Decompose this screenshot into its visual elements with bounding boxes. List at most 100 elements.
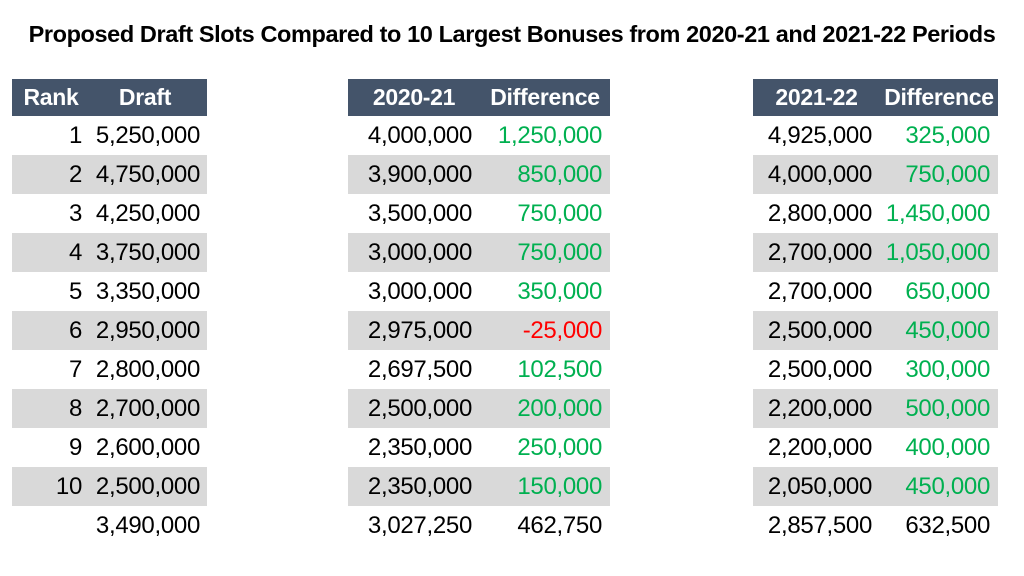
difference-cell: 150,000	[517, 472, 602, 500]
period1-table-header-row: 2020-21 Difference	[348, 79, 610, 116]
draft-column-header: Draft	[118, 84, 172, 110]
period1-column-header: 2020-21	[372, 84, 456, 110]
difference-average-cell: 462,750	[517, 511, 602, 539]
difference-cell: 1,050,000	[885, 238, 990, 266]
difference-cell: 750,000	[517, 238, 602, 266]
table-row: 3,000,000 350,000	[348, 272, 610, 311]
table-row: 9 2,600,000	[12, 428, 207, 467]
rank-cell: 1	[68, 121, 82, 149]
draft-value-cell: 2,950,000	[95, 316, 200, 344]
difference-cell: 450,000	[905, 472, 990, 500]
difference-cell: 300,000	[905, 355, 990, 383]
difference-cell: 1,450,000	[885, 199, 990, 227]
draft-value-cell: 4,250,000	[95, 199, 200, 227]
draft-value-cell: 2,800,000	[95, 355, 200, 383]
bonus-value-cell: 2,500,000	[767, 316, 872, 344]
draft-value-cell: 4,750,000	[95, 160, 200, 188]
bonus-value-cell: 3,000,000	[367, 277, 472, 305]
rank-cell: 6	[68, 316, 82, 344]
table-row: 2,697,500 102,500	[348, 350, 610, 389]
difference-cell: 750,000	[517, 199, 602, 227]
difference-cell: 102,500	[517, 355, 602, 383]
draft-value-cell: 3,750,000	[95, 238, 200, 266]
table-row: 2,700,000 650,000	[753, 272, 998, 311]
difference-cell: 500,000	[905, 394, 990, 422]
period-2021-22-table: 2021-22 Difference 4,925,000 325,000 4,0…	[753, 79, 998, 545]
table-row: 2,500,000 300,000	[753, 350, 998, 389]
table-row: 3,000,000 750,000	[348, 233, 610, 272]
table-row: 3 4,250,000	[12, 194, 207, 233]
table-row: 4,000,000 1,250,000	[348, 116, 610, 155]
bonus-value-cell: 2,200,000	[767, 394, 872, 422]
rank-cell: 10	[55, 472, 82, 500]
difference-cell: 1,250,000	[497, 121, 602, 149]
difference-cell: 325,000	[905, 121, 990, 149]
difference-cell: 450,000	[905, 316, 990, 344]
bonus-value-cell: 2,700,000	[767, 277, 872, 305]
table-row: 7 2,800,000	[12, 350, 207, 389]
bonus-value-cell: 3,000,000	[367, 238, 472, 266]
table-row: 2,500,000 450,000	[753, 311, 998, 350]
bonus-value-cell: 2,700,000	[767, 238, 872, 266]
rank-column-header: Rank	[23, 84, 79, 110]
difference-average-cell: 632,500	[905, 511, 990, 539]
period-2020-21-table: 2020-21 Difference 4,000,000 1,250,000 3…	[348, 79, 610, 545]
draft-table-header-row: Rank Draft	[12, 79, 207, 116]
bonus-value-cell: 4,000,000	[367, 121, 472, 149]
table-row: 5 3,350,000	[12, 272, 207, 311]
average-row: 3,490,000	[12, 506, 207, 545]
table-row: 8 2,700,000	[12, 389, 207, 428]
bonus-value-cell: 3,900,000	[367, 160, 472, 188]
table-row: 4 3,750,000	[12, 233, 207, 272]
difference-cell: 250,000	[517, 433, 602, 461]
table-row: 10 2,500,000	[12, 467, 207, 506]
bonus-value-cell: 4,925,000	[767, 121, 872, 149]
bonus-value-cell: 3,500,000	[367, 199, 472, 227]
difference-column-header: Difference	[490, 84, 600, 110]
difference-cell: 400,000	[905, 433, 990, 461]
table-row: 2,800,000 1,450,000	[753, 194, 998, 233]
bonus-value-cell: 2,800,000	[767, 199, 872, 227]
table-row: 2,975,000 -25,000	[348, 311, 610, 350]
average-row: 3,027,250 462,750	[348, 506, 610, 545]
rank-cell: 4	[68, 238, 82, 266]
table-row: 4,925,000 325,000	[753, 116, 998, 155]
period1-average-cell: 3,027,250	[367, 511, 472, 539]
difference-column-header: Difference	[884, 84, 994, 110]
rank-cell: 3	[68, 199, 82, 227]
table-row: 6 2,950,000	[12, 311, 207, 350]
draft-value-cell: 3,350,000	[95, 277, 200, 305]
average-row: 2,857,500 632,500	[753, 506, 998, 545]
bonus-value-cell: 2,500,000	[767, 355, 872, 383]
bonus-value-cell: 2,697,500	[367, 355, 472, 383]
rank-cell: 2	[68, 160, 82, 188]
bonus-value-cell: 4,000,000	[767, 160, 872, 188]
bonus-value-cell: 2,350,000	[367, 472, 472, 500]
rank-cell: 9	[68, 433, 82, 461]
period2-column-header: 2021-22	[775, 84, 858, 110]
table-row: 2,350,000 150,000	[348, 467, 610, 506]
table-row: 2,200,000 400,000	[753, 428, 998, 467]
difference-cell: 850,000	[517, 160, 602, 188]
bonus-value-cell: 2,050,000	[767, 472, 872, 500]
bonus-value-cell: 2,500,000	[367, 394, 472, 422]
rank-cell: 5	[68, 277, 82, 305]
difference-cell: 200,000	[517, 394, 602, 422]
bonus-value-cell: 2,350,000	[367, 433, 472, 461]
bonus-value-cell: 2,975,000	[367, 316, 472, 344]
table-row: 2,200,000 500,000	[753, 389, 998, 428]
table-row: 1 5,250,000	[12, 116, 207, 155]
table-row: 4,000,000 750,000	[753, 155, 998, 194]
draft-value-cell: 2,500,000	[95, 472, 200, 500]
rank-cell: 8	[68, 394, 82, 422]
period2-table-header-row: 2021-22 Difference	[753, 79, 998, 116]
table-row: 2,350,000 250,000	[348, 428, 610, 467]
difference-cell: 750,000	[905, 160, 990, 188]
table-row: 3,500,000 750,000	[348, 194, 610, 233]
rank-cell: 7	[68, 355, 82, 383]
table-row: 2,050,000 450,000	[753, 467, 998, 506]
table-row: 2 4,750,000	[12, 155, 207, 194]
draft-value-cell: 5,250,000	[95, 121, 200, 149]
period2-average-cell: 2,857,500	[767, 511, 872, 539]
draft-average-cell: 3,490,000	[95, 511, 200, 539]
